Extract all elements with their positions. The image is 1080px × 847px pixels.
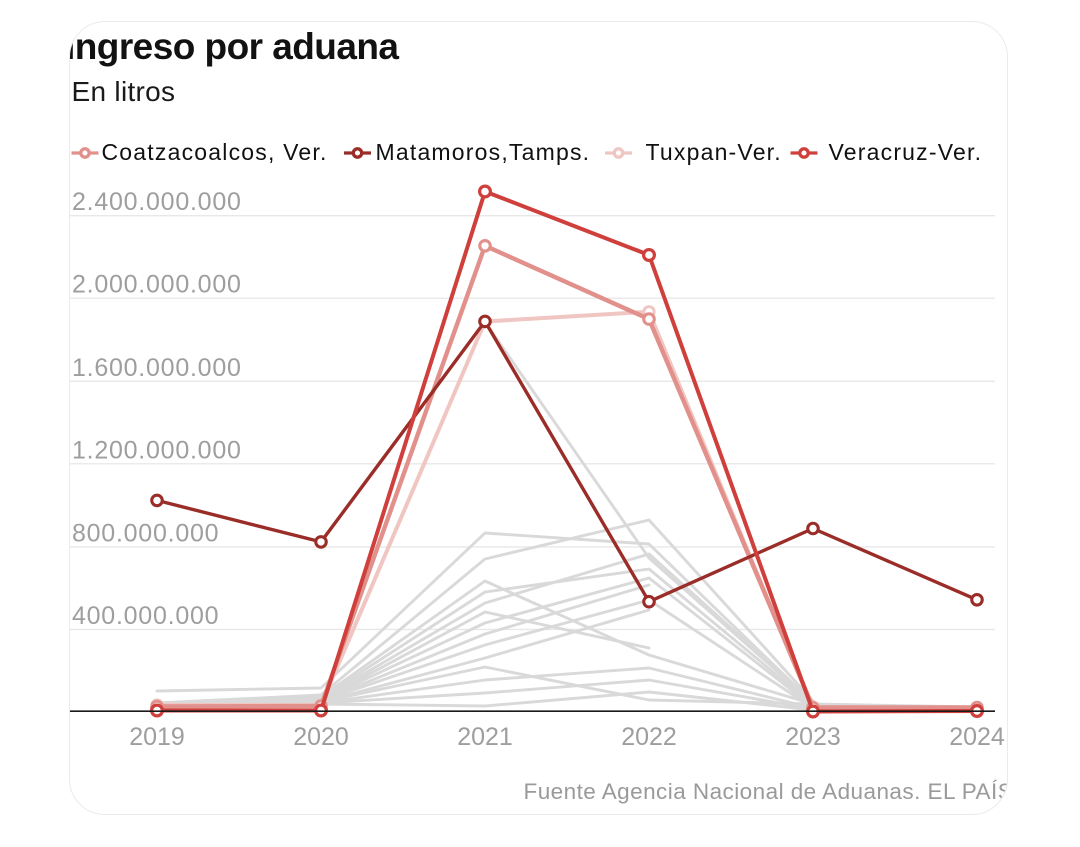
svg-text:800.000.000: 800.000.000 — [72, 519, 219, 547]
svg-text:2023: 2023 — [785, 723, 841, 751]
svg-text:2019: 2019 — [129, 723, 185, 751]
svg-text:2020: 2020 — [293, 723, 349, 751]
svg-text:2022: 2022 — [621, 723, 677, 751]
svg-text:2.400.000.000: 2.400.000.000 — [72, 188, 242, 216]
svg-text:2.000.000.000: 2.000.000.000 — [72, 270, 242, 298]
svg-text:1.600.000.000: 1.600.000.000 — [72, 353, 242, 381]
svg-text:2021: 2021 — [457, 723, 513, 751]
svg-text:1.200.000.000: 1.200.000.000 — [72, 436, 242, 464]
svg-text:400.000.000: 400.000.000 — [72, 601, 219, 629]
svg-text:2024: 2024 — [949, 723, 1005, 751]
